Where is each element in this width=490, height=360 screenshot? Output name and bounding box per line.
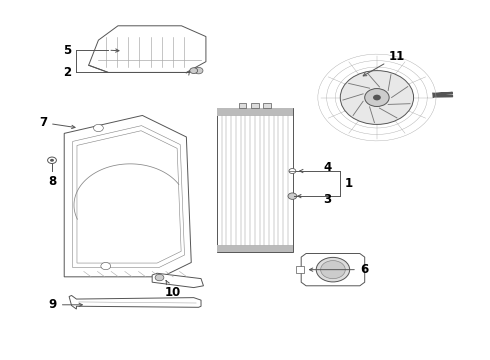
- Bar: [296, 266, 304, 273]
- Bar: [263, 103, 271, 108]
- Polygon shape: [69, 296, 201, 309]
- Circle shape: [340, 71, 414, 125]
- Text: 4: 4: [323, 161, 331, 174]
- Bar: [239, 103, 246, 108]
- Text: 1: 1: [345, 177, 353, 190]
- Bar: [217, 245, 293, 252]
- Text: 8: 8: [48, 175, 56, 188]
- Circle shape: [373, 95, 381, 100]
- Bar: [251, 103, 259, 108]
- Circle shape: [316, 257, 350, 282]
- Circle shape: [289, 168, 296, 174]
- Circle shape: [50, 159, 54, 162]
- Text: 2: 2: [63, 66, 72, 79]
- Circle shape: [94, 125, 103, 132]
- Polygon shape: [89, 26, 206, 72]
- Circle shape: [48, 157, 56, 163]
- Circle shape: [288, 193, 297, 199]
- Polygon shape: [152, 273, 203, 288]
- Bar: [217, 108, 293, 252]
- Circle shape: [194, 67, 203, 74]
- Circle shape: [320, 261, 345, 279]
- Text: 7: 7: [39, 116, 75, 129]
- Polygon shape: [301, 253, 365, 286]
- Text: 11: 11: [363, 50, 405, 76]
- Polygon shape: [433, 92, 453, 98]
- Text: 3: 3: [323, 193, 331, 206]
- Circle shape: [365, 89, 389, 107]
- Bar: [217, 108, 293, 116]
- Circle shape: [101, 262, 111, 270]
- Text: 10: 10: [164, 280, 181, 299]
- Circle shape: [190, 68, 197, 73]
- Text: 6: 6: [310, 263, 368, 276]
- Text: 9: 9: [49, 298, 82, 311]
- Circle shape: [155, 274, 164, 281]
- Text: 5: 5: [63, 44, 72, 57]
- Polygon shape: [64, 116, 191, 277]
